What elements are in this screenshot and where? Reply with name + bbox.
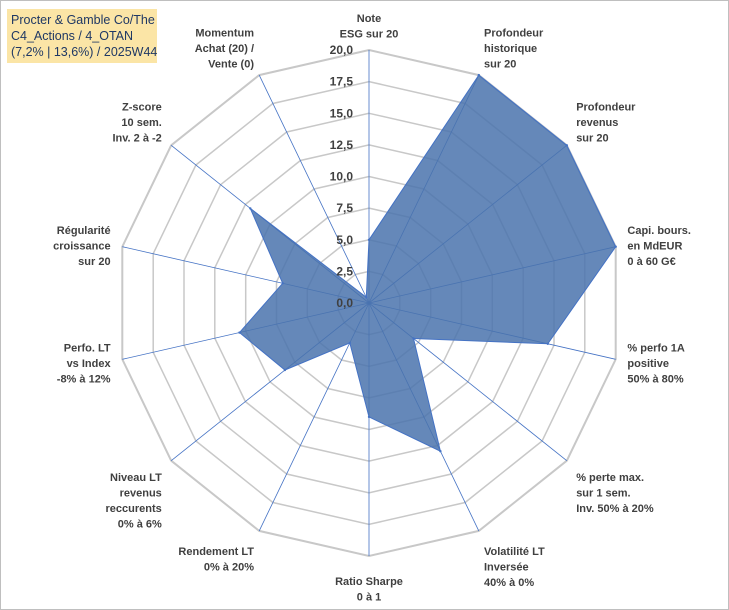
tick-label: 7,5 (336, 201, 353, 215)
data-point (477, 73, 480, 77)
axis-label-line: positive (627, 358, 669, 370)
axis-label-line: Rendement LT (178, 546, 254, 558)
axis-label-line: Inv. 2 à -2 (112, 132, 161, 144)
data-point (546, 342, 549, 345)
radar-axis-labels: Note ESG sur 20 Profondeur historique sur 20… (53, 13, 691, 604)
axis-label-line: 0 à 60 G€ (627, 256, 675, 268)
axis-label: Momentum Achat (20) / Vente (0) (195, 28, 255, 71)
data-point (365, 296, 368, 299)
axis-label-line: sur 20 (484, 59, 516, 71)
axis-label: % perte max. sur 1 sem. Inv. 50% à 20% (576, 472, 654, 515)
axis-label: Profondeur revenus sur 20 (576, 101, 636, 144)
axis-label-line: 50% à 80% (627, 374, 683, 386)
axis-label: Rendement LT 0% à 20% (178, 546, 254, 574)
data-point (238, 331, 241, 334)
axis-label-line: revenus (120, 488, 162, 500)
data-point (249, 207, 252, 210)
tick-label: 5,0 (336, 233, 353, 247)
data-point (348, 341, 351, 345)
data-point (281, 282, 284, 285)
series-area (238, 74, 617, 453)
axis-label: Z-score 10 sem. Inv. 2 à -2 (112, 101, 161, 144)
axis-label: Ratio Sharpe 0 à 1 (335, 576, 403, 604)
axis-label-line: en MdEUR (627, 240, 682, 252)
axis-label: % perfo 1A positive 50% à 80% (627, 343, 685, 386)
axis-label-line: % perte max. (576, 472, 644, 484)
axis-label-line: sur 20 (576, 132, 608, 144)
axis-label-line: Momentum (195, 28, 254, 40)
tick-label: 2,5 (336, 264, 353, 278)
axis-label-line: croissance (53, 240, 110, 252)
data-point (439, 450, 442, 453)
axis-label-line: Achat (20) / (195, 43, 254, 55)
tick-label: 0,0 (336, 296, 353, 310)
axis-label: Perfo. LT vs Index -8% à 12% (57, 343, 112, 386)
data-point (614, 245, 617, 248)
axis-label-line: historique (484, 43, 537, 55)
title-line-2: C4_Actions / 4_OTAN (11, 29, 134, 43)
data-point (367, 238, 371, 241)
tick-label: 15,0 (330, 106, 354, 120)
tick-label: 10,0 (330, 170, 354, 184)
axis-label-line: Perfo. LT (64, 343, 111, 355)
axis-label-line: 10 sem. (121, 117, 161, 129)
axis-label-line: -8% à 12% (57, 374, 111, 386)
data-point (367, 415, 371, 419)
axis-label: Niveau LT revenus reccurents 0% à 6% (106, 472, 163, 531)
axis-label-line: sur 20 (78, 256, 110, 268)
radar-tick-labels: 0,0 2,5 5,0 7,5 10,0 12,5 15,0 17,5 20,0 (330, 43, 354, 310)
axis-label-line: 0% à 6% (118, 519, 162, 531)
axis-label-line: revenus (576, 117, 618, 129)
axis-label-line: 0% à 20% (204, 561, 254, 573)
axis-label-line: Inversée (484, 561, 529, 573)
title-line-1: Procter & Gamble Co/The (11, 13, 155, 27)
axis-label-line: 40% à 0% (484, 577, 534, 589)
axis-label-line: % perfo 1A (627, 343, 685, 355)
axis-label-line: Niveau LT (110, 472, 162, 484)
tick-label: 20,0 (330, 43, 354, 57)
title-line-3: (7,2% | 13,6%) / 2025W44 (11, 45, 158, 59)
tick-label: 12,5 (330, 138, 354, 152)
axis-label-line: Ratio Sharpe (335, 576, 403, 588)
axis-label: Profondeur historique sur 20 (484, 28, 544, 71)
axis-label: Note ESG sur 20 (340, 13, 399, 41)
axis-label-line: Profondeur (576, 101, 636, 113)
tick-label: 17,5 (330, 75, 354, 89)
axis-label-line: reccurents (106, 503, 162, 515)
data-point (565, 144, 568, 147)
radar-spoke (258, 74, 370, 304)
axis-label-line: Capi. bours. (627, 225, 691, 237)
axis-label-line: ESG sur 20 (340, 29, 399, 41)
axis-label-line: sur 1 sem. (576, 488, 630, 500)
axis-label: Volatilité LT Inversée 40% à 0% (484, 546, 545, 589)
axis-label-line: 0 à 1 (357, 592, 381, 604)
axis-label-line: Inv. 50% à 20% (576, 503, 654, 515)
data-point (283, 368, 287, 372)
axis-label-line: Vente (0) (208, 59, 254, 71)
axis-label-line: Régularité (57, 225, 111, 237)
axis-label: Capi. bours. en MdEUR 0 à 60 G€ (627, 225, 691, 268)
radar-series (238, 73, 617, 453)
axis-label-line: Volatilité LT (484, 546, 545, 558)
chart-title-box: Procter & Gamble Co/The C4_Actions / 4_O… (7, 9, 157, 63)
axis-label-line: Z-score (122, 101, 162, 113)
data-point (412, 337, 415, 340)
axis-label-line: Profondeur (484, 28, 544, 40)
axis-label: Régularité croissance sur 20 (53, 225, 110, 268)
axis-label-line: Note (357, 13, 381, 25)
axis-label-line: vs Index (67, 358, 112, 370)
